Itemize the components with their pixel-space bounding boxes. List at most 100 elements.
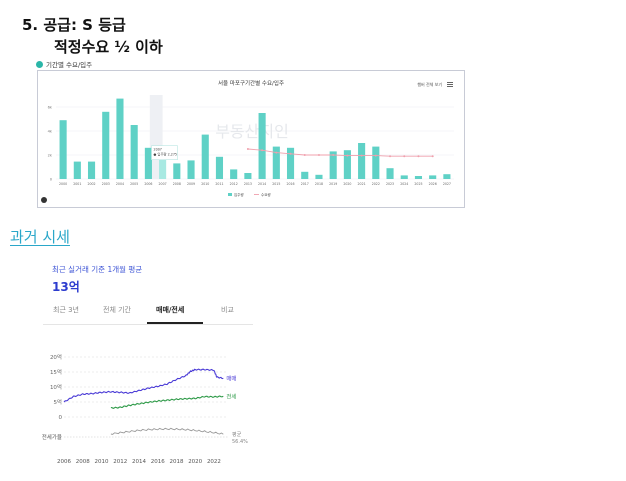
chart1-bar bbox=[187, 160, 195, 179]
chart2-x-tick: 2010 bbox=[94, 459, 108, 465]
chart1-x-tick: 2014 bbox=[258, 182, 266, 186]
chart1-x-tick: 2026 bbox=[429, 182, 437, 186]
chart1-tooltip-line: ● 입주량 2,275 bbox=[154, 152, 178, 157]
section-heading: 5. 공급: S 등급 bbox=[22, 16, 126, 34]
chart1-camera-icon bbox=[41, 197, 47, 203]
chart2-x-tick: 2020 bbox=[188, 459, 202, 465]
chart1-watermark: 부동산지인 bbox=[215, 122, 289, 141]
chart2-sub-line bbox=[110, 427, 224, 435]
chart1-x-tick: 2007 bbox=[159, 182, 167, 186]
chart1-bar bbox=[130, 125, 138, 179]
chart2-y-tick: 0 bbox=[59, 415, 63, 421]
chart1-x-tick: 2021 bbox=[358, 182, 366, 186]
chart1-demand-point bbox=[389, 155, 392, 158]
chart1-y-tick: 2k bbox=[48, 154, 53, 158]
chart2-series-label: 매매 bbox=[226, 374, 236, 382]
tab-compare[interactable]: 비교 bbox=[221, 306, 234, 314]
chart1-x-tick: 2003 bbox=[102, 182, 110, 186]
chart1-x-tick: 2010 bbox=[201, 182, 209, 186]
chart2-x-tick: 2012 bbox=[113, 459, 127, 465]
chart1-bar bbox=[116, 98, 124, 179]
chart2-sub-avg-value: 56.4% bbox=[232, 439, 248, 445]
chart2-y-tick: 5억 bbox=[53, 398, 62, 406]
chart1-bar bbox=[159, 152, 167, 179]
chart1-x-tick: 2005 bbox=[130, 182, 138, 186]
price-history-chart: 20억 15억 10억 5억 0 매매 전세 전세가율 평균 56.4% 2006 2008 2010 2… bbox=[28, 345, 258, 473]
chart1-x-tick: 2006 bbox=[144, 182, 152, 186]
chart1-demand-point bbox=[289, 152, 292, 155]
chart1-x-tick: 2023 bbox=[386, 182, 394, 186]
chart1-bar bbox=[301, 171, 309, 179]
chart1-legend-swatch-supply bbox=[228, 193, 232, 196]
chart1-x-tick: 2017 bbox=[301, 182, 309, 186]
menu-line bbox=[447, 86, 453, 87]
chart1-demand-point bbox=[261, 149, 264, 152]
chart1-demand-line bbox=[247, 148, 433, 157]
chart1-x-tick: 2027 bbox=[443, 182, 451, 186]
chart2-x-tick: 2006 bbox=[57, 459, 71, 465]
chart1-bar bbox=[173, 163, 181, 179]
tab-sale-jeonse[interactable]: 매매/전세 bbox=[156, 306, 185, 314]
tab-all-period[interactable]: 전체 기간 bbox=[103, 306, 131, 314]
period-tabs: 최근 3년 전체 기간 매매/전세 비교 bbox=[43, 298, 253, 325]
supply-tag-label: 기간별 수요/입주 bbox=[46, 61, 93, 69]
past-prices-title[interactable]: 과거 시세 bbox=[10, 228, 70, 246]
chart1-bar bbox=[429, 175, 437, 179]
menu-line bbox=[447, 82, 453, 83]
chart2-x-tick: 2008 bbox=[76, 459, 90, 465]
chart2-sub-avg-label: 평균 bbox=[232, 431, 242, 438]
chart1-tooltip bbox=[151, 145, 178, 160]
chart1-bar bbox=[386, 168, 394, 179]
chart1-x-tick: 2020 bbox=[343, 182, 351, 186]
chart1-tooltip-title: 2007 bbox=[154, 148, 162, 152]
chart1-x-tick: 2011 bbox=[215, 182, 223, 186]
chart2-x-tick: 2016 bbox=[151, 459, 165, 465]
chart2-y-tick: 15억 bbox=[50, 368, 62, 376]
tag-dot-icon bbox=[36, 60, 43, 68]
chart2-x-tick: 2022 bbox=[207, 459, 221, 465]
chart1-x-tick: 2018 bbox=[315, 182, 323, 186]
chart1-corner-label: 햄버 전체 보기 bbox=[417, 81, 442, 87]
chart1-bar bbox=[272, 146, 280, 179]
chart1-x-tick: 2019 bbox=[329, 182, 337, 186]
chart1-bar bbox=[87, 161, 96, 179]
chart1-x-tick: 2022 bbox=[372, 182, 380, 186]
chart1-legend-supply: 입주량 bbox=[234, 192, 244, 197]
chart1-title: 서울 마포구기간별 수요/입주 bbox=[218, 79, 284, 87]
chart1-bar bbox=[400, 175, 408, 179]
chart1-legend-demand: 수요량 bbox=[261, 192, 271, 197]
chart1-bar bbox=[244, 173, 252, 179]
supply-demand-chart: 서울 마포구기간별 수요/입주 햄버 전체 보기 0 2k 4k 6k 부동산지인 2000 2… bbox=[37, 70, 465, 208]
chart1-bar bbox=[230, 169, 238, 179]
chart1-demand-point bbox=[346, 154, 349, 157]
section-subheading: 적정수요 ½ 이하 bbox=[54, 38, 163, 56]
chart1-x-tick: 2012 bbox=[230, 182, 238, 186]
chart1-bar bbox=[358, 143, 366, 179]
chart1-x-tick: 2004 bbox=[116, 182, 124, 186]
avg-price-label: 최근 실거래 기준 1개월 평균 bbox=[52, 265, 143, 274]
supply-demand-chart-svg: 서울 마포구기간별 수요/입주 햄버 전체 보기 0 2k 4k 6k 부동산지인 2000 2… bbox=[41, 79, 454, 203]
chart2-x-tick: 2018 bbox=[169, 459, 183, 465]
chart1-x-tick: 2013 bbox=[244, 182, 252, 186]
chart1-x-tick: 2000 bbox=[59, 182, 67, 186]
chart1-bar bbox=[286, 147, 295, 179]
chart1-bar bbox=[315, 174, 323, 179]
chart1-bar bbox=[414, 176, 423, 179]
tab-recent-3y[interactable]: 최근 3년 bbox=[53, 306, 79, 314]
chart1-demand-point bbox=[332, 154, 335, 156]
chart1-y-tick: 6k bbox=[48, 106, 53, 110]
chart1-bar bbox=[443, 174, 451, 179]
chart1-menu-icon bbox=[447, 82, 453, 87]
chart1-bar bbox=[258, 113, 266, 179]
chart1-bar bbox=[372, 146, 380, 179]
chart1-demand-point bbox=[317, 154, 320, 156]
chart1-demand-point bbox=[431, 155, 434, 158]
chart1-y-tick: 4k bbox=[48, 130, 53, 134]
chart1-bar bbox=[343, 150, 351, 179]
supply-tag: 기간별 수요/입주 bbox=[36, 59, 92, 69]
chart1-demand-point bbox=[403, 155, 406, 158]
chart1-bar bbox=[329, 151, 337, 179]
avg-price-value: 13억 bbox=[52, 280, 80, 294]
chart1-y-tick: 0 bbox=[50, 178, 53, 182]
